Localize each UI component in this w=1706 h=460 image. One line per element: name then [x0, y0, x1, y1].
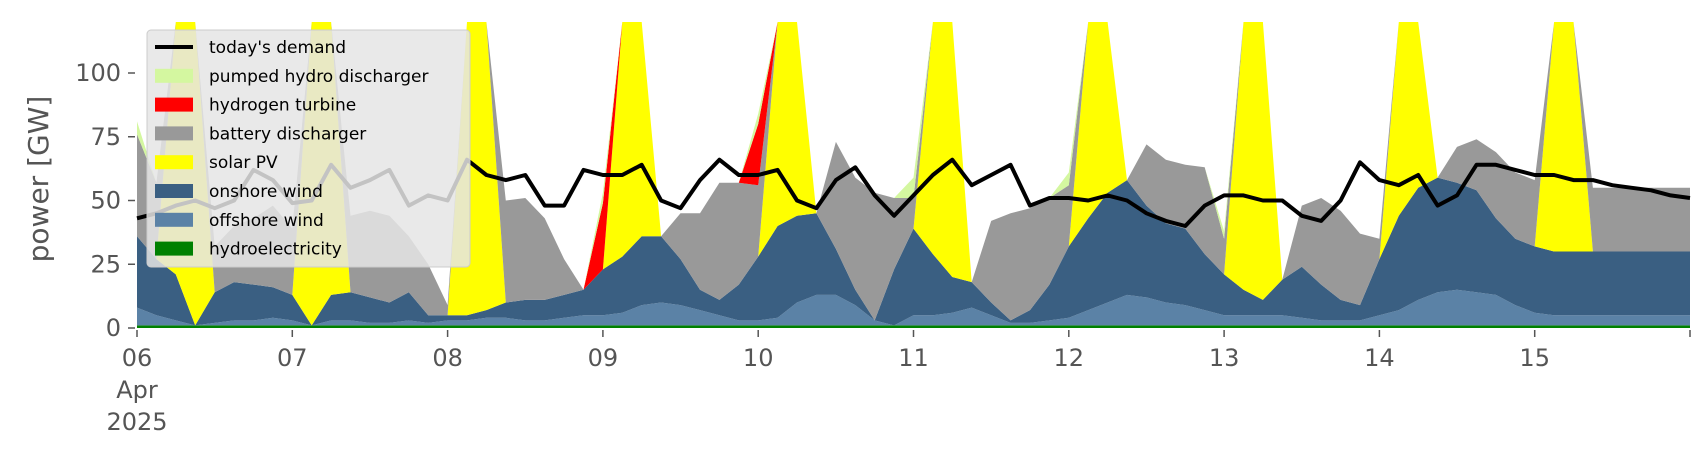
legend-swatch-battery-discharger — [155, 126, 193, 141]
legend-label-hydroelectricity: hydroelectricity — [209, 240, 342, 260]
x-tick-label: 12 — [1054, 344, 1085, 372]
x-tick-label: 10 — [743, 344, 774, 372]
legend-box — [146, 29, 471, 268]
x-tick-label: 06 — [122, 344, 153, 372]
legend-swatch-solar-pv — [155, 155, 193, 170]
legend-swatch-hydrogen-turbine — [155, 97, 193, 112]
legend-label-pumped-hydro-discharger: pumped hydro discharger — [209, 67, 428, 87]
legend-label-offshore-wind: offshore wind — [209, 211, 324, 231]
y-tick-label: 100 — [75, 59, 121, 87]
x-tick-label: 13 — [1209, 344, 1240, 372]
x-axis: 06 Apr 2025 07 08 09 10 11 12 13 14 15 — [106, 330, 1691, 436]
y-tick-label: 0 — [106, 314, 121, 342]
y-tick-label: 75 — [90, 123, 121, 151]
legend-swatch-pumped-hydro-discharger — [155, 68, 193, 83]
stacked-areas — [137, 22, 1690, 328]
legend-label-solar-pv: solar PV — [209, 153, 278, 173]
area-hydroelectricity — [137, 325, 1690, 328]
x-tick-label: 15 — [1519, 344, 1550, 372]
x-tick-label: 14 — [1364, 344, 1395, 372]
y-tick-label: 25 — [90, 250, 121, 278]
y-axis: 0 25 50 75 100 — [75, 59, 135, 342]
legend-label-onshore-wind: onshore wind — [209, 182, 323, 202]
area-offshore-wind — [137, 289, 1690, 326]
legend-label-hydrogen-turbine: hydrogen turbine — [209, 96, 356, 116]
legend-label-today-s-demand: today's demand — [209, 38, 346, 58]
area-onshore-wind — [137, 177, 1690, 326]
area-battery-discharger — [137, 22, 1690, 321]
legend-swatch-onshore-wind — [155, 184, 193, 198]
legend-swatch-offshore-wind — [155, 212, 193, 227]
x-tick-sublabel: Apr — [116, 376, 158, 404]
x-tick-label: 08 — [432, 344, 463, 372]
x-tick-label: 07 — [277, 344, 308, 372]
y-tick-label: 50 — [90, 187, 121, 215]
legend-swatch-hydroelectricity — [155, 241, 193, 256]
legend-label-battery-discharger: battery discharger — [209, 124, 366, 144]
x-tick-label: 11 — [898, 344, 929, 372]
x-tick-label: 09 — [588, 344, 619, 372]
y-axis-title: power [GW] — [22, 96, 55, 263]
legend: today's demand pumped hydro discharger hyd… — [146, 29, 471, 268]
x-tick-sublabel: 2025 — [106, 408, 167, 436]
